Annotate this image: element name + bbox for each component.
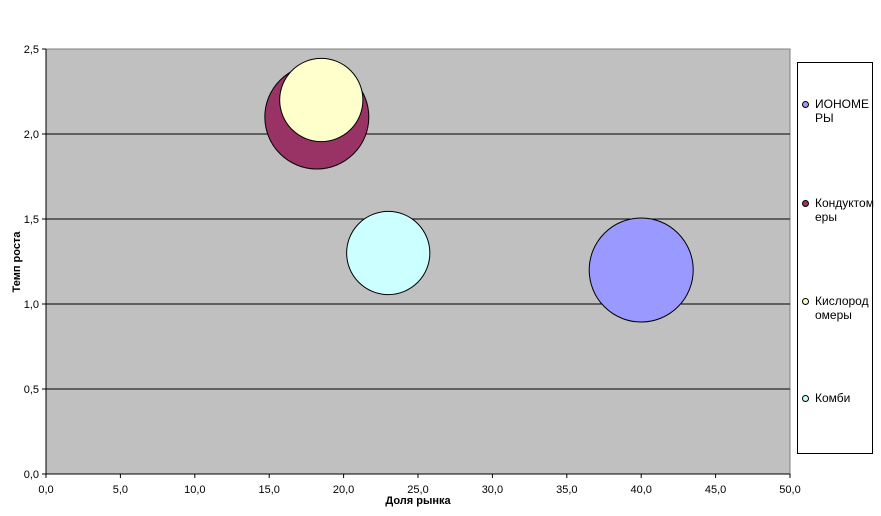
x-tick-label: 5,0 <box>113 484 128 496</box>
x-tick-label: 0,0 <box>38 484 53 496</box>
y-tick-label: 1,0 <box>24 299 39 311</box>
bubble-point <box>346 210 431 296</box>
y-axis-title: Темп роста <box>11 231 23 293</box>
bubble-point <box>588 217 694 323</box>
x-tick-label: 45,0 <box>705 484 726 496</box>
bubbles <box>264 57 694 323</box>
legend-marker-icon <box>802 101 809 108</box>
legend-label: Кондуктомеры <box>815 196 874 224</box>
y-tick-label: 2,0 <box>24 129 39 141</box>
x-tick-label: 50,0 <box>779 484 800 496</box>
x-tick-label: 20,0 <box>333 484 354 496</box>
axes <box>42 48 791 478</box>
x-tick-label: 40,0 <box>630 484 651 496</box>
y-tick-label: 0,0 <box>24 469 39 481</box>
legend-marker-icon <box>802 395 809 402</box>
x-tick-label: 35,0 <box>556 484 577 496</box>
x-tick-label: 30,0 <box>482 484 503 496</box>
x-tick-label: 25,0 <box>407 484 428 496</box>
y-tick-label: 1,5 <box>24 214 39 226</box>
x-tick-label: 15,0 <box>258 484 279 496</box>
y-tick-label: 2,5 <box>24 44 39 56</box>
legend-marker-icon <box>802 200 809 207</box>
legend-label: Комби <box>815 391 851 405</box>
bubble-point <box>279 57 364 143</box>
y-tick-label: 0,5 <box>24 384 39 396</box>
tick-labels: 0,0 0,5 1,0 1,5 2,0 2,5 0,0 5,0 10,0 15,0 20,0 25,0… <box>24 44 801 496</box>
x-axis-title: Доля рынка <box>385 495 451 507</box>
legend-label: ИОНОМЕРЫ <box>815 97 869 125</box>
legend: ИОНОМЕРЫ Кондуктомеры Кислородомеры Комб… <box>797 62 874 454</box>
x-tick-label: 10,0 <box>184 484 205 496</box>
legend-marker-icon <box>802 298 809 305</box>
legend-label: Кислородомеры <box>815 294 869 322</box>
